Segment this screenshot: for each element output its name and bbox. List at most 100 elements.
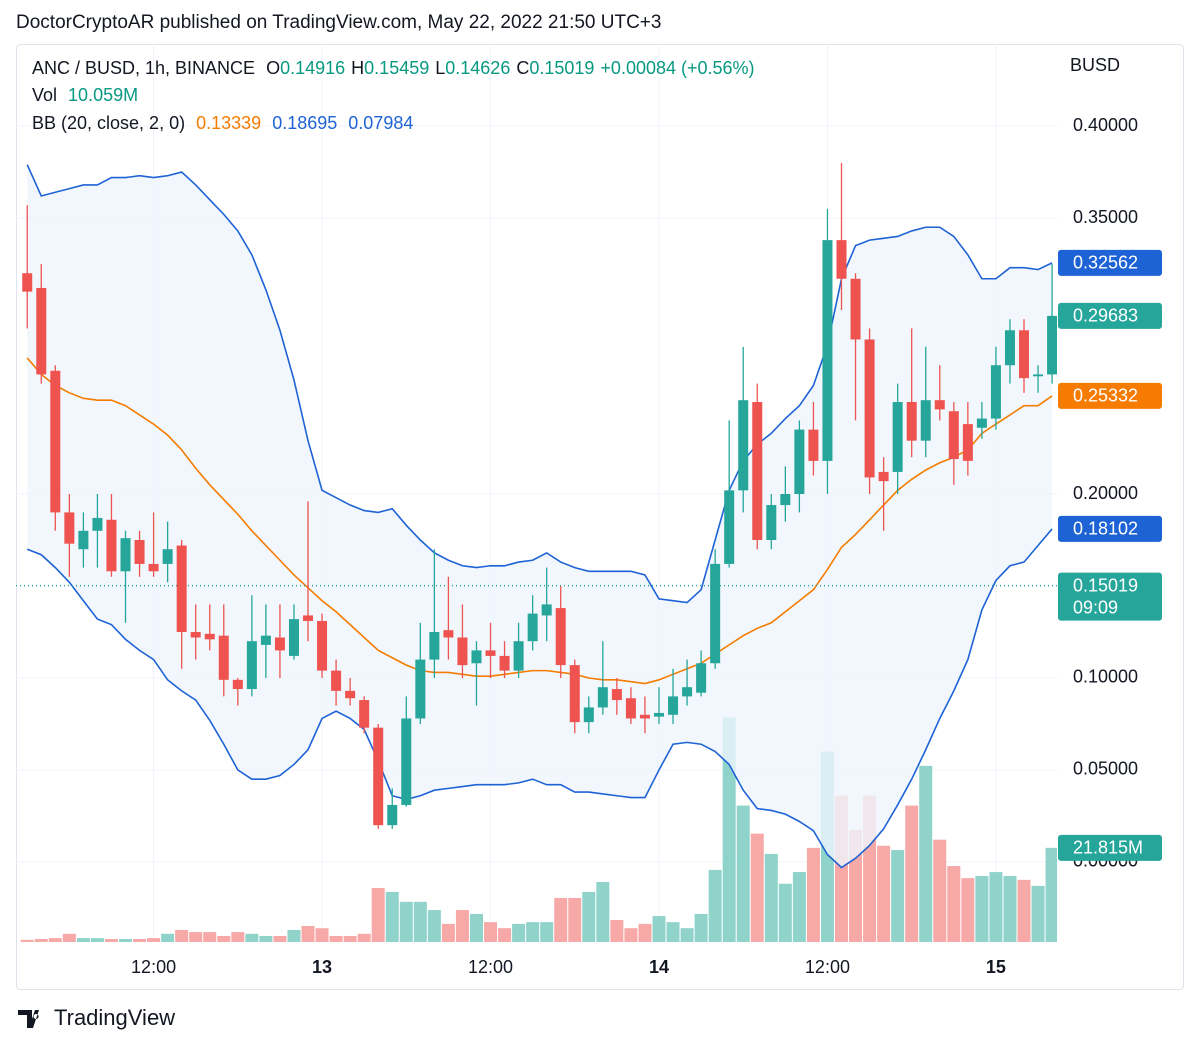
- candle-body: [752, 402, 763, 541]
- candle-body: [359, 700, 370, 728]
- candle-body: [387, 804, 398, 826]
- volume-bar: [652, 916, 666, 942]
- volume-bar: [217, 935, 231, 942]
- volume-bar: [905, 805, 919, 942]
- candle-body: [218, 635, 229, 680]
- legend-line-3: BB (20, close, 2, 0) 0.13339 0.18695 0.0…: [32, 113, 419, 134]
- volume-bar: [133, 938, 147, 942]
- upper-band-label-bg: [1058, 249, 1162, 276]
- band-basis: [26, 357, 1053, 685]
- candle-body: [864, 339, 875, 478]
- ohlc-label: L: [435, 58, 446, 78]
- change: +0.00084 (+0.56%): [600, 58, 755, 78]
- candle-body: [527, 613, 538, 642]
- candle-body: [555, 608, 566, 666]
- x-tick-label: 12:00: [805, 957, 850, 977]
- candle-body: [682, 687, 693, 697]
- candle-body: [78, 530, 89, 550]
- volume-bar: [512, 923, 526, 942]
- candle-body: [92, 517, 103, 531]
- volume-bar: [792, 872, 806, 942]
- volume-bar: [357, 933, 371, 942]
- volume-bar: [526, 922, 540, 942]
- candle-body: [274, 637, 285, 651]
- volume-bar: [287, 929, 301, 942]
- volume-bar: [1031, 885, 1045, 942]
- volume-bar: [540, 922, 554, 942]
- candle-body: [611, 689, 622, 701]
- volume-bar: [1017, 879, 1031, 942]
- volume-bar: [554, 897, 568, 942]
- bb-value: 0.07984: [348, 113, 414, 133]
- volume-bar: [76, 938, 90, 942]
- band-lower: [26, 528, 1053, 869]
- volume-bar: [722, 717, 736, 942]
- candle-body: [1019, 330, 1030, 379]
- candle-body: [597, 687, 608, 708]
- candle-body: [583, 707, 594, 723]
- candle-body: [836, 240, 847, 279]
- candle-body: [120, 538, 131, 572]
- footer-brand: TradingView: [54, 1005, 176, 1030]
- candle-body: [134, 540, 145, 564]
- volume-bar: [371, 888, 385, 942]
- bb-value: 0.13339: [196, 113, 262, 133]
- volume-bar: [119, 938, 133, 942]
- bb-value: 0.18695: [272, 113, 338, 133]
- candle-body: [64, 512, 75, 544]
- ohlc-label: O: [266, 58, 281, 78]
- candle-body: [625, 698, 636, 719]
- ohlc-value: 0.14626: [445, 58, 511, 78]
- ohlc-label: C: [516, 58, 530, 78]
- candle-body: [1047, 315, 1057, 375]
- volume-bar: [877, 845, 891, 942]
- volume-bar: [455, 910, 469, 942]
- volume-bar: [259, 935, 273, 942]
- y-tick-label: 0.40000: [1073, 115, 1138, 135]
- publisher-line: DoctorCryptoAR published on TradingView.…: [16, 12, 662, 33]
- candle-body: [499, 655, 510, 671]
- volume-bar: [189, 932, 203, 942]
- candle-body: [471, 650, 482, 664]
- candle-body: [401, 718, 412, 805]
- candle-body: [962, 424, 973, 461]
- x-tick-label: 15: [986, 957, 1006, 977]
- candle-body: [668, 696, 679, 715]
- volume-bar: [933, 839, 947, 942]
- volume-bar: [203, 932, 217, 942]
- volume-bar: [441, 923, 455, 942]
- candle-body: [246, 641, 257, 690]
- legend-line-2: Vol 10.059M: [32, 85, 144, 106]
- candle-body: [106, 519, 117, 572]
- volume-bar: [947, 866, 961, 942]
- candle-body: [22, 273, 33, 292]
- logo: [18, 1010, 39, 1028]
- volume-bar: [680, 928, 694, 942]
- candle-body: [148, 563, 159, 572]
- lower-band-label: 0.18102: [1073, 519, 1138, 539]
- volume-bar: [806, 847, 820, 942]
- close-label: 0.29683: [1073, 306, 1138, 326]
- candle-body: [710, 563, 721, 664]
- volume-bar: [48, 938, 62, 942]
- volume-bar: [891, 850, 905, 942]
- volume-bar: [568, 897, 582, 942]
- ohlc-value: 0.15019: [529, 58, 595, 78]
- candle-body: [766, 505, 777, 541]
- volume-bar: [427, 910, 441, 942]
- volume-bar: [666, 922, 680, 942]
- x-tick-label: 13: [312, 957, 332, 977]
- upper-band-label: 0.32562: [1073, 253, 1138, 273]
- volume-bar: [413, 901, 427, 942]
- price-line-label: 0.15019: [1073, 575, 1138, 595]
- candle-body: [303, 615, 314, 621]
- volume-bar: [90, 938, 104, 942]
- volume-bar: [245, 933, 259, 942]
- candle-body: [513, 641, 524, 671]
- band-fill: [27, 164, 1053, 868]
- volume-bar: [34, 938, 48, 942]
- ohlc-value: 0.15459: [364, 58, 430, 78]
- volume-bar: [736, 805, 750, 942]
- candle-body: [822, 240, 833, 461]
